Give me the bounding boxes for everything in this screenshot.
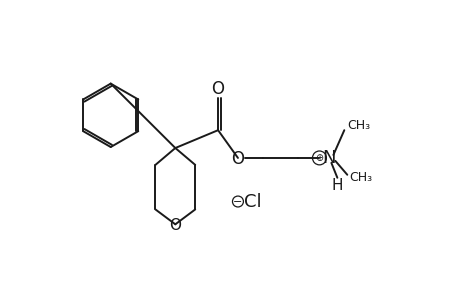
- Text: H: H: [331, 178, 342, 193]
- Text: CH₃: CH₃: [347, 119, 369, 132]
- Text: ⊕: ⊕: [315, 153, 323, 163]
- Text: −: −: [233, 196, 242, 206]
- Text: O: O: [169, 218, 181, 233]
- Text: O: O: [211, 80, 224, 98]
- Text: N: N: [322, 149, 336, 167]
- Text: CH₃: CH₃: [348, 171, 372, 184]
- Text: Cl: Cl: [244, 193, 261, 211]
- Text: O: O: [231, 150, 244, 168]
